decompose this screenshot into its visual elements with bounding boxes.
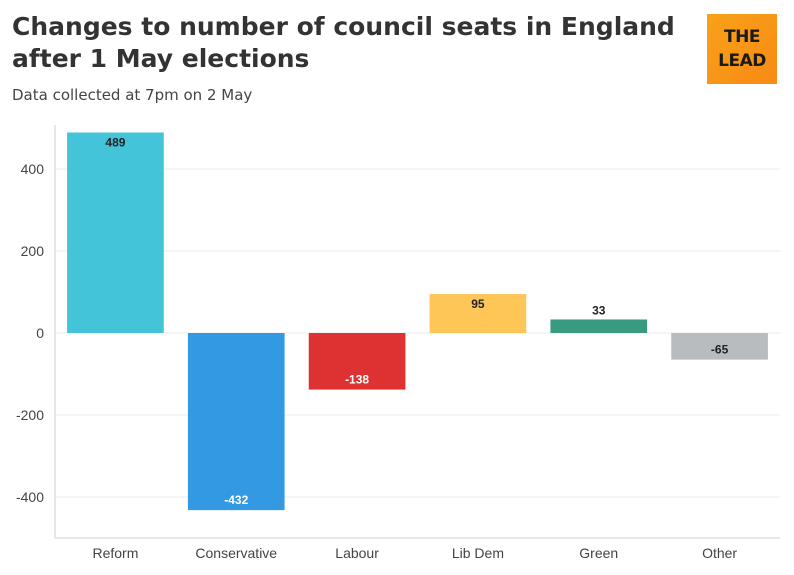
data-label: -432 [224,493,248,507]
x-category-label: Conservative [195,545,277,561]
data-labels: 489 -432 -138 95 33 -65 [105,136,728,508]
axes: -400 -200 0 200 400 Reform Conservative Labour L… [16,125,780,561]
bar [308,333,406,390]
y-tick-label: 0 [36,325,44,341]
y-tick-label: -400 [16,489,44,505]
chart-subtitle: Data collected at 7pm on 2 May [12,86,253,104]
x-category-label: Reform [92,545,138,561]
data-label: 95 [471,297,485,311]
y-tick-label: 200 [21,243,45,259]
chart-title: Changes to number of council seats in En… [12,12,675,73]
gridlines [55,168,780,498]
bar [550,319,648,333]
x-category-label: Green [579,545,618,561]
data-label: -65 [711,343,729,357]
bar [671,333,768,360]
the-lead-logo: THE LEAD [707,14,777,84]
logo-text-line-1: THE [724,27,760,47]
y-tick-label: 400 [21,161,45,177]
data-label: 33 [592,303,606,317]
x-category-label: Labour [335,545,379,561]
x-category-label: Lib Dem [452,545,504,561]
bars [67,132,768,511]
data-label: 489 [105,136,125,150]
bar [187,333,285,511]
bar [67,132,164,333]
y-tick-label: -200 [16,407,44,423]
x-category-label: Other [702,545,737,561]
data-label: -138 [345,373,369,387]
logo-text-line-2: LEAD [718,51,766,71]
bar [429,294,527,333]
